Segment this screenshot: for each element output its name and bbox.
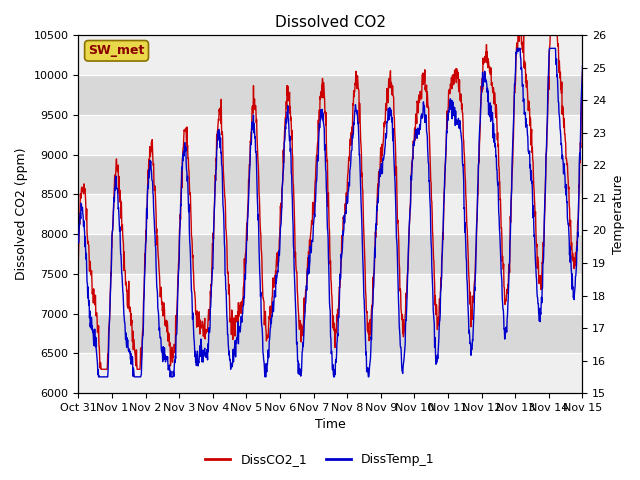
Legend: DissCO2_1, DissTemp_1: DissCO2_1, DissTemp_1 <box>200 448 440 471</box>
Title: Dissolved CO2: Dissolved CO2 <box>275 15 386 30</box>
Y-axis label: Dissolved CO2 (ppm): Dissolved CO2 (ppm) <box>15 148 28 280</box>
Bar <box>78 36 582 75</box>
Bar <box>78 115 582 155</box>
Bar <box>78 194 582 234</box>
Bar <box>78 353 582 393</box>
Text: SW_met: SW_met <box>88 44 145 57</box>
Y-axis label: Temperature: Temperature <box>612 175 625 254</box>
X-axis label: Time: Time <box>315 419 346 432</box>
Bar <box>78 274 582 313</box>
